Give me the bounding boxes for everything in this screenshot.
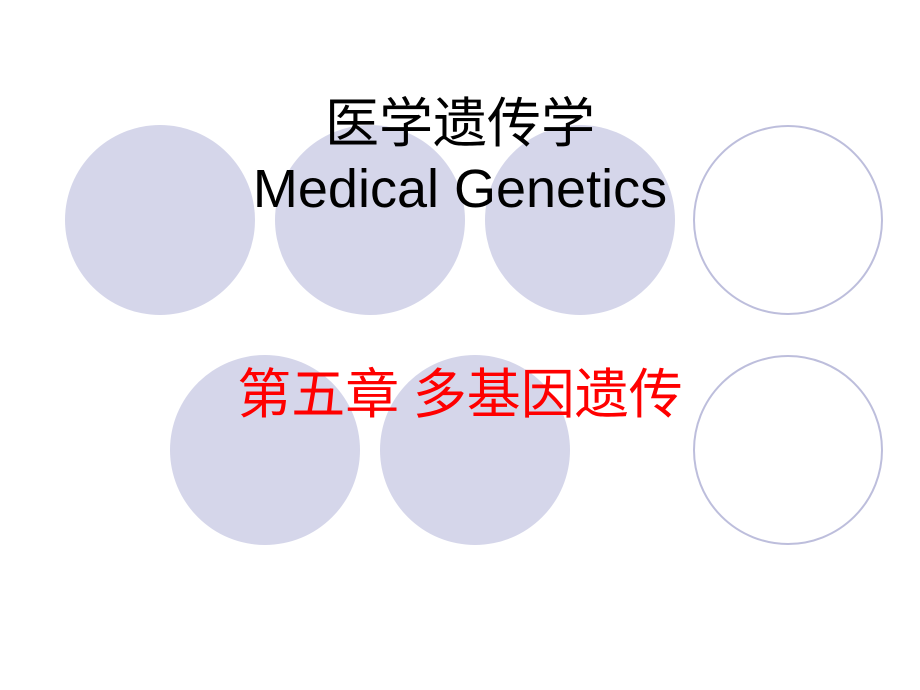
slide-subtitle: 第五章 多基因遗传 — [0, 350, 920, 429]
slide-title-block: 医学遗传学 Medical Genetics — [0, 92, 920, 222]
slide-title-english: Medical Genetics — [0, 157, 920, 222]
presentation-slide: 医学遗传学 Medical Genetics 第五章 多基因遗传 — [0, 0, 920, 690]
subtitle-text: 第五章 多基因遗传 — [237, 365, 683, 425]
slide-title-chinese: 医学遗传学 — [0, 92, 920, 157]
